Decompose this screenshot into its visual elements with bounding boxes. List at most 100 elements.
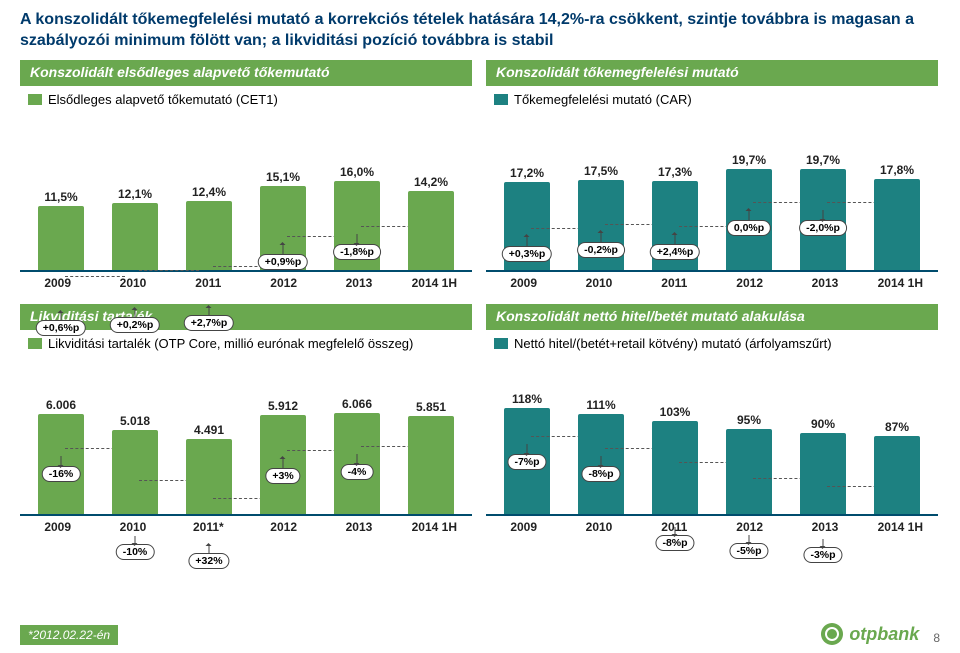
- chart-area: 6.006-16%5.018-10%4.491+32%5.912+3%6.066…: [20, 355, 472, 516]
- bar-value: 103%: [660, 405, 691, 419]
- legend-label: Tőkemegfelelési mutató (CAR): [514, 92, 692, 107]
- bar: 5.912+3%: [246, 399, 320, 514]
- legend: Likviditási tartalék (OTP Core, millió e…: [28, 336, 472, 351]
- bar-rect: [112, 430, 158, 514]
- bar: 87%: [860, 420, 934, 514]
- axis-label: 2009: [486, 276, 561, 290]
- axis-label: 2010: [561, 276, 636, 290]
- bar: 4.491+32%: [172, 423, 246, 514]
- chart-panel: Konszolidált nettó hitel/betét mutató al…: [486, 304, 938, 534]
- axis-label: 2012: [246, 520, 321, 534]
- axis-label: 2011: [171, 276, 246, 290]
- axis-label: 2014 1H: [397, 520, 472, 534]
- delta-badge: +0,6%p: [36, 320, 86, 336]
- bar-rect: [652, 421, 698, 514]
- arrow-up-icon: [283, 458, 284, 468]
- legend-swatch: [494, 338, 508, 349]
- bar-rect: [408, 416, 454, 514]
- bar: 17,5% -0,2%p: [564, 164, 638, 270]
- axis-label: 2013: [321, 276, 396, 290]
- arrow-down-icon: [823, 539, 824, 547]
- delta-badge: 0,0%p: [727, 220, 771, 236]
- delta-badge: +32%: [188, 553, 229, 569]
- bar-rect: [38, 206, 84, 270]
- arrow-down-icon: [823, 210, 824, 220]
- page-number: 8: [933, 631, 940, 645]
- axis-label: 2010: [561, 520, 636, 534]
- logo-text: otpbank: [849, 624, 919, 645]
- delta-badge: -0,2%p: [577, 242, 625, 258]
- dash-connector: [65, 276, 125, 277]
- axis-label: 2014 1H: [863, 276, 938, 290]
- bar-value: 17,3%: [658, 165, 692, 179]
- bar: 14,2%: [394, 175, 468, 270]
- delta-badge: +2,7%p: [184, 315, 234, 331]
- panel-header: Likviditási tartalék: [20, 304, 472, 330]
- axis-label: 2009: [20, 520, 95, 534]
- x-axis: 200920102011201220132014 1H: [20, 272, 472, 290]
- bar-value: 5.018: [120, 414, 150, 428]
- axis-label: 2009: [20, 276, 95, 290]
- bar: 6.006-16%: [24, 398, 98, 514]
- legend-swatch: [28, 338, 42, 349]
- bar-value: 5.851: [416, 400, 446, 414]
- legend: Tőkemegfelelési mutató (CAR): [494, 92, 938, 107]
- bar: 6.066-4%: [320, 397, 394, 514]
- bar-value: 17,8%: [880, 163, 914, 177]
- logo-icon: [821, 623, 843, 645]
- arrow-up-icon: [209, 307, 210, 315]
- axis-label: 2014 1H: [397, 276, 472, 290]
- chart-grid: Konszolidált elsődleges alapvető tőkemut…: [0, 60, 960, 534]
- bar-rect: [726, 429, 772, 514]
- bar-value: 87%: [885, 420, 909, 434]
- delta-badge: +2,4%p: [650, 244, 700, 260]
- bar-rect: [408, 191, 454, 270]
- axis-label: 2012: [246, 276, 321, 290]
- axis-label: 2009: [486, 520, 561, 534]
- panel-header: Konszolidált nettó hitel/betét mutató al…: [486, 304, 938, 330]
- bar: 111%-8%p: [564, 398, 638, 514]
- arrow-down-icon: [357, 454, 358, 464]
- arrow-down-icon: [749, 535, 750, 543]
- bar-rect: [186, 201, 232, 270]
- bar: 12,1%+0,2%p: [98, 187, 172, 270]
- bar-value: 19,7%: [732, 153, 766, 167]
- bar: 5.018-10%: [98, 414, 172, 514]
- dash-connector: [139, 270, 199, 271]
- bar: 90%-3%p: [786, 417, 860, 514]
- bar-rect: [800, 433, 846, 514]
- bar-value: 111%: [586, 398, 615, 412]
- arrow-up-icon: [749, 210, 750, 220]
- bar: 103%-8%p: [638, 405, 712, 514]
- bar: 95%-5%p: [712, 413, 786, 514]
- legend-label: Likviditási tartalék (OTP Core, millió e…: [48, 336, 413, 351]
- bar-value: 17,5%: [584, 164, 618, 178]
- bar-value: 19,7%: [806, 153, 840, 167]
- axis-label: 2012: [712, 276, 787, 290]
- bar: 17,8%: [860, 163, 934, 270]
- footer: *2012.02.22-én otpbank 8: [0, 623, 960, 645]
- chart-panel: Konszolidált tőkemegfelelési mutatóTőkem…: [486, 60, 938, 290]
- arrow-down-icon: [601, 456, 602, 466]
- bar: 17,3% +2,4%p: [638, 165, 712, 270]
- legend-swatch: [494, 94, 508, 105]
- bar-value: 95%: [737, 413, 761, 427]
- arrow-down-icon: [135, 536, 136, 544]
- bar: 12,4%+2,7%p: [172, 185, 246, 270]
- bar-value: 6.066: [342, 397, 372, 411]
- bar-value: 14,2%: [414, 175, 448, 189]
- bar: 118%-7%p: [490, 392, 564, 514]
- bar: 5.851: [394, 400, 468, 514]
- bar-rect: [186, 439, 232, 514]
- chart-area: 17,2%+0,3%p 17,5% -0,2%p 17,3% +2,4%p 19,7% 0,…: [486, 111, 938, 272]
- delta-badge: +0,2%p: [110, 317, 160, 333]
- bar-value: 12,4%: [192, 185, 226, 199]
- bar: 11,5%+0,6%p: [24, 190, 98, 270]
- axis-label: 2013: [787, 276, 862, 290]
- bar-rect: [874, 179, 920, 270]
- page-title: A konszolidált tőkemegfelelési mutató a …: [0, 0, 960, 60]
- bar: 17,2%+0,3%p: [490, 166, 564, 270]
- axis-label: 2010: [95, 276, 170, 290]
- arrow-down-icon: [527, 444, 528, 454]
- arrow-up-icon: [675, 234, 676, 244]
